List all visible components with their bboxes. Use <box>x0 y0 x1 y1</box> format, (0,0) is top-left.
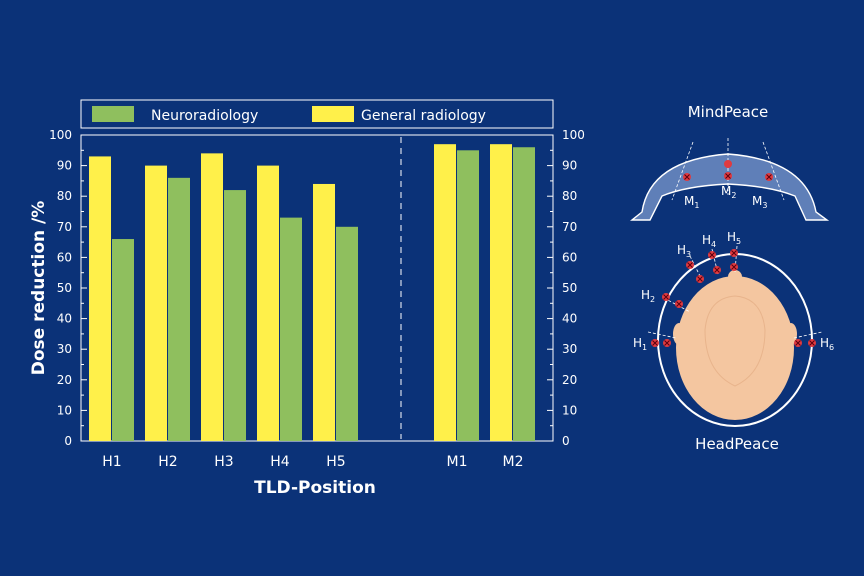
sensor-m1 <box>683 173 691 181</box>
legend: Neuroradiology General radiology <box>92 106 486 124</box>
label-h5: H5 <box>727 230 741 246</box>
y-tick-label-left: 20 <box>57 373 72 387</box>
bar-general-radiology-m1 <box>434 144 456 441</box>
y-tick-label-right: 90 <box>562 159 577 173</box>
y-tick-label-left: 60 <box>57 250 72 264</box>
sensor-h1 <box>651 339 671 347</box>
y-tick-label-right: 60 <box>562 250 577 264</box>
bar-neuroradiology-h5 <box>336 226 358 441</box>
x-axis-label: TLD-Position <box>254 478 376 498</box>
y-tick-label-left: 30 <box>57 342 72 356</box>
y-tick-label-right: 10 <box>562 403 577 417</box>
sensor-h6 <box>794 339 816 347</box>
y-tick-label-left: 90 <box>57 159 72 173</box>
bar-general-radiology-h4 <box>257 165 279 441</box>
label-m1: M1 <box>684 194 699 210</box>
bar-general-radiology-h3 <box>201 153 223 442</box>
bar-neuroradiology-h2 <box>168 177 190 441</box>
bar-general-radiology-h1 <box>89 156 111 442</box>
bar-general-radiology-m2 <box>490 144 512 441</box>
mindpeace-guide-left <box>671 141 694 201</box>
legend-box <box>80 99 554 129</box>
legend-swatch-neuroradiology <box>92 106 134 122</box>
headpeace-diagram: H1 H2 H3 H4 H5 H6 HeadPeace <box>633 230 834 453</box>
y-tick-label-left: 0 <box>64 434 72 448</box>
y-tick-label-right: 100 <box>562 128 585 142</box>
x-tick-label-h5: H5 <box>326 454 345 470</box>
label-m3: M3 <box>752 194 767 210</box>
nose <box>728 270 742 284</box>
x-tick-label-h4: H4 <box>270 454 290 470</box>
sensor-h3 <box>686 261 704 283</box>
label-h6: H6 <box>820 336 834 352</box>
label-h3: H3 <box>677 243 691 259</box>
x-tick-label-h2: H2 <box>158 454 177 470</box>
sensor-h5 <box>730 249 738 271</box>
y-tick-label-right: 0 <box>562 434 570 448</box>
bar-general-radiology-h2 <box>145 165 167 441</box>
y-tick-label-right: 80 <box>562 189 577 203</box>
x-tick-labels: H1 H2 H3 H4 H5 M1 M2 <box>102 454 523 470</box>
sensor-h4 <box>708 251 721 274</box>
y-tick-label-right: 30 <box>562 342 577 356</box>
x-tick-label-h3: H3 <box>214 454 233 470</box>
bar-neuroradiology-h3 <box>224 190 246 441</box>
bar-neuroradiology-m1 <box>457 150 479 442</box>
y-tick-label-right: 40 <box>562 312 577 326</box>
y-tick-label-left: 50 <box>57 281 72 295</box>
y-tick-label-right: 70 <box>562 220 577 234</box>
label-m2: M2 <box>721 184 736 200</box>
y-tick-label-right: 20 <box>562 373 577 387</box>
bar-general-radiology-h5 <box>313 183 335 441</box>
sensor-m3 <box>765 173 773 181</box>
headpeace-title: HeadPeace <box>695 435 779 453</box>
y-tick-label-left: 100 <box>49 128 72 142</box>
x-tick-label-m1: M1 <box>447 454 468 470</box>
mindpeace-arc <box>630 153 830 221</box>
y-tick-label-left: 70 <box>57 220 72 234</box>
sensor-m2 <box>724 160 732 180</box>
bar-neuroradiology-h4 <box>280 217 302 441</box>
mindpeace-guide-right <box>762 141 785 201</box>
y-tick-label-left: 80 <box>57 189 72 203</box>
y-tick-label-left: 40 <box>57 312 72 326</box>
sensor-h2 <box>662 293 683 308</box>
label-h4: H4 <box>702 233 716 249</box>
x-tick-label-m2: M2 <box>503 454 524 470</box>
axis-ticks: 0 0 10 10 20 20 30 30 40 40 50 50 60 60 70 70 80 80 90 90 10… <box>49 128 585 448</box>
legend-swatch-general-radiology <box>312 106 354 122</box>
label-h1: H1 <box>633 336 647 352</box>
legend-label-general-radiology: General radiology <box>361 108 486 124</box>
mindpeace-diagram: MindPeace M1 M2 <box>630 103 830 221</box>
head-crown <box>704 295 766 387</box>
x-tick-label-h1: H1 <box>102 454 121 470</box>
mindpeace-title: MindPeace <box>688 103 769 121</box>
y-tick-label-right: 50 <box>562 281 577 295</box>
bar-neuroradiology-h1 <box>112 239 134 441</box>
bars <box>89 144 535 442</box>
bar-neuroradiology-m2 <box>513 147 535 442</box>
y-axis-label: Dose reduction /% <box>29 201 49 376</box>
legend-label-neuroradiology: Neuroradiology <box>151 108 258 124</box>
label-h2: H2 <box>641 288 655 304</box>
head <box>676 276 794 420</box>
y-tick-label-left: 10 <box>57 403 72 417</box>
